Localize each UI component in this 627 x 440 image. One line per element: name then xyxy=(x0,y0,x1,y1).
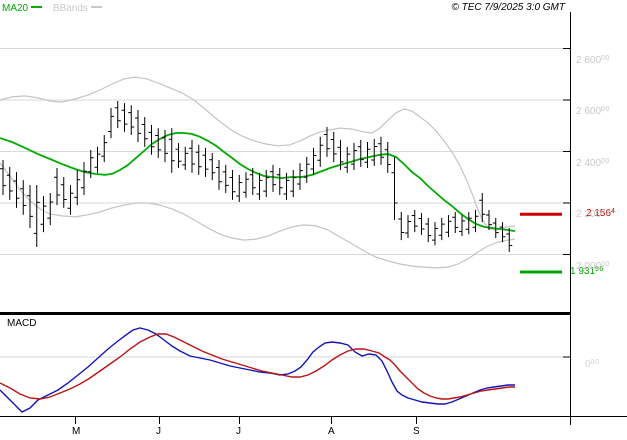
ma20-line-swatch xyxy=(31,6,43,8)
legend-bbands: BBands xyxy=(53,3,102,14)
macd-line xyxy=(0,327,515,413)
resistance-price-sup: 4 xyxy=(611,208,616,216)
resistance-price-main: 2 156 xyxy=(586,208,612,220)
chart-legend: MA20 BBands xyxy=(2,3,110,14)
month-label: A xyxy=(328,426,335,437)
macd-panel-label: MACD xyxy=(7,318,37,329)
macd-zero-label: 000 xyxy=(585,354,599,372)
month-label: S xyxy=(413,426,420,437)
month-label: J xyxy=(236,426,241,437)
month-label: J xyxy=(156,426,161,437)
price-axis-label: 2 20000 xyxy=(576,209,610,220)
support-price-main: 1 931 xyxy=(570,266,596,278)
month-label: M xyxy=(72,426,81,437)
resistance-price-label: 2 1564 xyxy=(586,208,615,219)
ohlc-bars xyxy=(0,101,513,252)
price-axis-label: 2 00000 xyxy=(576,260,610,272)
bollinger-upper-band xyxy=(0,76,516,231)
legend-ma20-label: MA20 xyxy=(2,3,29,14)
price-axis-label: 2 80000 xyxy=(576,54,610,66)
macd-zero-sup: 00 xyxy=(590,359,600,366)
legend-bbands-label: BBands xyxy=(52,3,88,14)
support-price-label: 1 93196 xyxy=(570,266,604,277)
bollinger-lower-band xyxy=(0,162,516,269)
copyright-text: © TEC 7/9/2025 3:0 GMT xyxy=(451,2,565,13)
bbands-line-swatch xyxy=(90,6,102,8)
macd-signal-line xyxy=(0,333,515,400)
legend-ma20: MA20 xyxy=(2,3,43,14)
macd-zero-main: 0 xyxy=(585,359,591,370)
ma20-line xyxy=(0,132,516,232)
support-price-sup: 96 xyxy=(595,266,604,274)
price-axis-label: 2 60000 xyxy=(576,106,610,117)
price-axis-label: 2 40000 xyxy=(576,157,610,169)
panel-separator xyxy=(0,312,571,315)
